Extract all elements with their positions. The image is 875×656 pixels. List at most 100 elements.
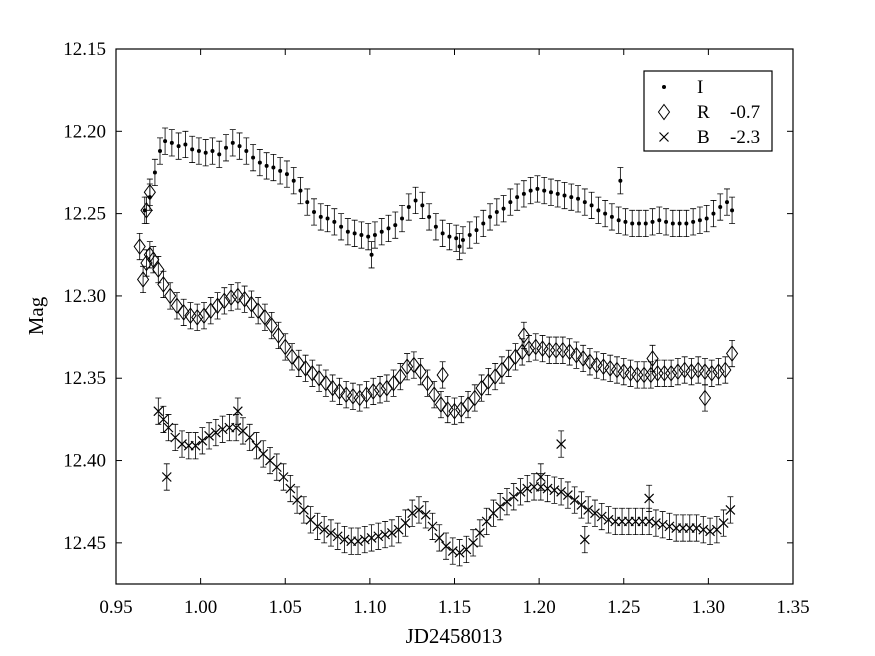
- dot-marker: [576, 196, 581, 201]
- data-point: [319, 516, 330, 544]
- cross-marker: [373, 531, 384, 542]
- data-point: [664, 512, 675, 540]
- dot-marker: [508, 200, 513, 205]
- dot-marker: [697, 218, 702, 223]
- x-tick-label: 1.35: [776, 597, 809, 618]
- x-tick-label: 1.10: [353, 597, 386, 618]
- diamond-marker: [340, 386, 353, 404]
- error-bar: [363, 381, 370, 409]
- cross-marker: [691, 523, 702, 533]
- data-point: [683, 209, 690, 238]
- data-point: [705, 359, 718, 387]
- cross-marker: [204, 430, 215, 441]
- diamond-marker: [665, 364, 678, 382]
- error-bar: [194, 303, 201, 331]
- error-bar: [498, 356, 505, 384]
- dot-marker: [460, 237, 465, 242]
- data-point: [168, 129, 175, 157]
- data-point: [373, 522, 384, 550]
- data-point: [646, 344, 659, 373]
- cross-marker: [441, 541, 451, 552]
- dot-marker: [158, 149, 163, 154]
- data-point: [549, 476, 560, 504]
- dot-marker: [664, 219, 669, 224]
- dot-marker: [183, 142, 188, 147]
- dot-marker: [691, 219, 696, 224]
- error-bar: [641, 361, 648, 389]
- data-point: [407, 499, 418, 527]
- error-bar: [146, 178, 153, 206]
- data-point: [474, 519, 485, 547]
- data-point: [161, 463, 172, 491]
- dot-marker: [515, 195, 520, 200]
- cross-marker: [562, 490, 573, 501]
- axis-ticks: 0.95 1.00 1.05 1.10 1.15 1.20 1.25 1.30 1.35 12.1…: [63, 39, 809, 618]
- data-point: [657, 511, 668, 539]
- diamond-marker: [238, 290, 251, 308]
- dot-marker: [230, 140, 235, 145]
- data-point: [251, 432, 262, 460]
- data-point: [617, 358, 630, 386]
- error-bar: [431, 381, 438, 409]
- data-point: [691, 514, 702, 542]
- diamond-marker: [725, 345, 739, 362]
- data-point: [454, 539, 465, 567]
- cross-marker: [698, 524, 709, 535]
- diamond-marker: [133, 238, 146, 255]
- data-point: [536, 335, 549, 363]
- diamond-marker: [279, 338, 292, 356]
- data-point: [583, 496, 594, 524]
- data-point: [698, 516, 709, 544]
- data-point: [392, 211, 399, 239]
- data-point: [400, 353, 414, 381]
- data-point: [271, 453, 282, 481]
- diamond-marker: [434, 396, 448, 413]
- data-point: [426, 203, 433, 231]
- data-point: [385, 214, 392, 242]
- diamond-marker: [231, 287, 244, 305]
- error-bar: [600, 353, 607, 381]
- dot-marker: [284, 172, 289, 177]
- data-point: [158, 405, 169, 433]
- dot-marker: [332, 219, 337, 224]
- diamond-marker: [577, 350, 590, 367]
- data-point: [725, 496, 736, 524]
- dot-marker: [305, 200, 310, 205]
- data-point: [676, 209, 683, 238]
- dot-marker: [224, 145, 229, 150]
- diamond-marker: [436, 366, 449, 384]
- dot-marker: [257, 160, 262, 165]
- error-bar: [201, 302, 208, 330]
- cross-marker: [386, 528, 397, 538]
- error-bar: [620, 358, 627, 386]
- error-bar: [316, 364, 323, 392]
- dot-marker: [562, 193, 567, 198]
- diamond-marker: [360, 386, 373, 404]
- cross-marker: [251, 440, 262, 451]
- data-point: [331, 208, 338, 236]
- data-point: [250, 144, 257, 172]
- dot-marker: [210, 149, 215, 154]
- x-axis-label: JD2458013: [406, 624, 503, 648]
- data-point: [184, 302, 197, 330]
- error-bar: [377, 376, 384, 404]
- dot-marker: [400, 216, 405, 221]
- dot-marker: [217, 152, 222, 157]
- dot-marker: [582, 200, 587, 205]
- cross-marker: [312, 521, 323, 532]
- data-point: [597, 353, 610, 381]
- data-point: [326, 374, 339, 402]
- diamond-marker: [617, 363, 630, 380]
- cross-marker: [353, 536, 363, 547]
- data-point: [244, 423, 255, 452]
- data-point: [446, 223, 453, 251]
- diamond-marker: [140, 201, 153, 219]
- dot-marker: [427, 214, 432, 219]
- error-bar: [289, 343, 296, 371]
- data-point: [729, 196, 736, 224]
- legend-label: B: [697, 127, 710, 148]
- cross-marker: [292, 495, 303, 505]
- error-bar: [722, 356, 729, 384]
- data-point: [685, 358, 698, 386]
- dot-marker: [618, 178, 623, 183]
